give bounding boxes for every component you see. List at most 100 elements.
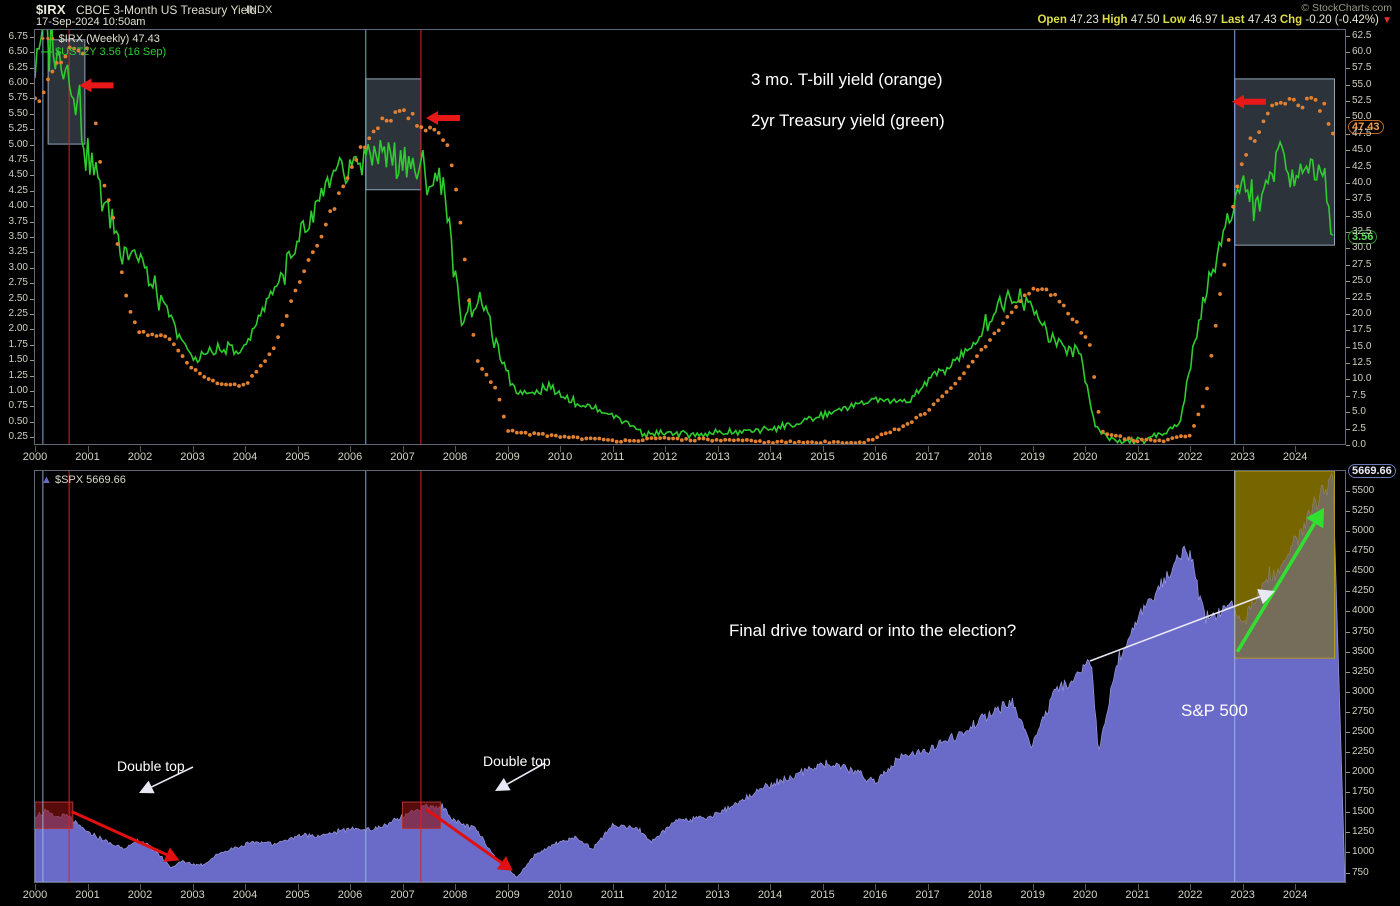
stockcharts-watermark: © StockCharts.com [1301,2,1392,14]
axis-tick-label: 2015 [810,889,835,901]
axis-tick-mark [30,159,34,161]
axis-tick-mark [1346,631,1350,633]
axis-tick-mark [1346,199,1350,201]
axis-tick-mark [507,446,509,452]
axis-tick-mark [30,190,34,192]
axis-tick-label: 5.00 [8,138,28,150]
axis-tick-mark [30,98,34,100]
axis-tick-label: 4.50 [8,169,28,181]
axis-tick-mark [35,884,36,890]
axis-tick-mark [30,375,34,377]
axis-tick-label: 1750 [1352,786,1375,798]
axis-tick-label: 2007 [390,451,415,463]
axis-tick-label: 2.50 [8,292,28,304]
axis-tick-mark [1346,232,1350,234]
axis-tick-mark [30,344,34,346]
annotation-double-top-2: Double top [483,753,551,769]
axis-tick-label: 6.50 [8,46,28,58]
axis-tick-mark [1346,248,1350,250]
yields-panel[interactable]: ••• $IRX (Weekly) 47.43 — $UST2Y 3.56 (1… [34,29,1346,445]
axis-tick-label: 2019 [1020,451,1045,463]
symbol-exchange-suffix: INDX [246,4,273,16]
axis-tick-label: 2017 [915,451,940,463]
axis-tick-label: 3.75 [8,215,28,227]
legend-spx: ▲ $SPX 5669.66 [41,474,126,486]
axis-tick-mark [1346,330,1350,332]
axis-tick-mark [1346,363,1350,365]
axis-tick-mark [30,283,34,285]
axis-tick-mark [612,884,614,890]
axis-tick-label: 2018 [967,889,993,901]
axis-tick-mark [1242,446,1244,452]
axis-tick-mark [770,446,772,452]
red-left-arrow-icon [1231,94,1266,109]
axis-tick-mark [402,446,404,452]
axis-tick-label: 2005 [285,889,310,901]
axis-tick-label: 2007 [390,889,415,901]
axis-tick-label: 2022 [1177,451,1203,463]
price-tag-irx: 47.43 [1348,120,1384,134]
axis-tick-mark [30,113,34,115]
red-left-arrow-icon [426,111,461,126]
axis-tick-mark [1085,446,1087,452]
axis-tick-label: 3.50 [8,231,28,242]
axis-tick-label: 47.5 [1352,127,1372,139]
axis-tick-label: 2015 [810,451,835,463]
axis-tick-mark [1346,490,1350,492]
axis-tick-mark [1346,551,1350,553]
axis-tick-label: 2014 [757,451,783,463]
annotation-final-drive: Final drive toward or into the election? [729,621,1017,640]
axis-tick-mark [1346,651,1350,653]
axis-tick-label: 2014 [757,889,783,901]
axis-tick-label: 2.00 [8,323,28,335]
last-label: Last [1220,14,1245,26]
axis-tick-mark [245,884,247,890]
axis-tick-label: 52.5 [1352,95,1372,107]
axis-tick-label: 40.0 [1352,176,1372,188]
red-down-trend-arrow [71,810,180,862]
axis-tick-mark [717,884,719,890]
axis-tick-mark [30,437,34,439]
axis-tick-mark [1346,832,1350,834]
spx-chart-svg [35,471,1345,882]
axis-tick-label: 6.00 [8,76,28,88]
axis-tick-label: 2004 [232,451,258,463]
axis-tick-label: 2003 [180,889,205,901]
axis-tick-label: 1500 [1352,806,1375,818]
axis-tick-mark [612,446,614,452]
axis-tick-mark [30,144,34,146]
green-up-trend-arrow [1235,507,1324,653]
ust2y-series-line [35,30,1334,444]
axis-tick-mark [1137,446,1139,452]
axis-tick-mark [192,446,194,452]
annotation-spx-label: S&P 500 [1181,701,1248,720]
axis-tick-mark [665,446,667,452]
axis-tick-mark [30,267,34,269]
axis-tick-label: 2002 [127,889,153,901]
yields-plot-area [35,30,1345,444]
axis-tick-label: 15.0 [1352,340,1372,352]
axis-tick-label: 27.5 [1352,258,1372,270]
axis-tick-label: 60.0 [1352,45,1372,57]
axis-tick-mark [1346,281,1350,283]
highlight-box [1234,78,1335,246]
axis-tick-mark [1346,752,1350,754]
axis-tick-label: 2.75 [8,277,28,289]
down-triangle-icon: ▼ [1382,15,1392,26]
axis-tick-label: 4.25 [8,184,28,196]
axis-tick-mark [770,884,772,890]
spx-panel[interactable]: ▲ $SPX 5669.66 Double top Double top Fin… [34,470,1346,883]
axis-tick-mark [822,446,824,452]
axis-tick-mark [1346,611,1350,613]
axis-tick-mark [1346,297,1350,299]
axis-tick-mark [1346,264,1350,266]
axis-tick-mark [1295,446,1297,452]
axis-tick-label: 2003 [180,451,205,463]
axis-tick-label: 2018 [967,451,993,463]
axis-tick-label: 2009 [495,451,520,463]
axis-tick-mark [1346,792,1350,794]
quote-timestamp: 17-Sep-2024 10:50am [36,16,146,28]
red-down-trend-arrow [425,808,513,871]
axis-tick-mark [1346,51,1350,53]
symbol-ticker[interactable]: $IRX [36,2,66,17]
